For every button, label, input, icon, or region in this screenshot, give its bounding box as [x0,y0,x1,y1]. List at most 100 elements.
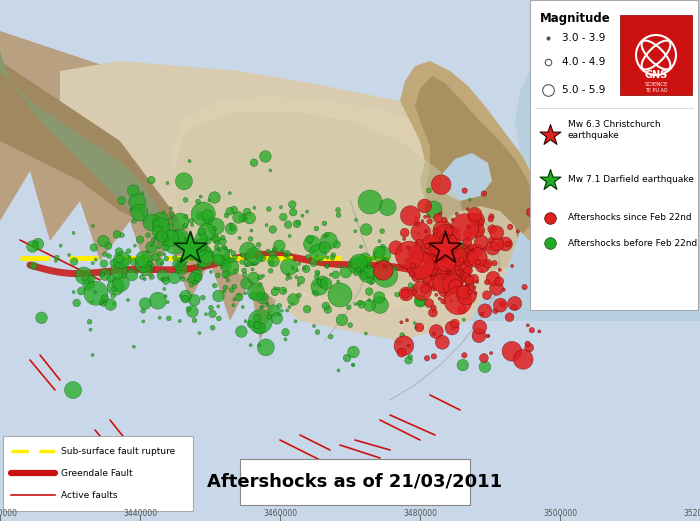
Point [245,235,256,243]
Point [309,288,320,296]
Point [180,196,191,204]
Point [283,270,294,279]
Point [333,366,344,375]
Point [438,243,449,252]
Point [413,246,424,255]
Point [257,254,268,262]
Point [328,251,339,259]
Text: 4.0 - 4.9: 4.0 - 4.9 [562,57,606,67]
Point [441,252,452,260]
Point [358,271,370,280]
Point [201,216,212,225]
Point [78,271,90,280]
Point [452,296,463,305]
Point [430,327,442,336]
Point [447,216,458,224]
Point [463,252,474,260]
Point [98,237,109,245]
Point [470,246,482,255]
Point [490,307,501,315]
Point [302,305,313,314]
Point [162,235,173,243]
Text: 3460000: 3460000 [263,509,297,518]
Point [225,256,237,264]
Point [184,244,195,252]
Point [136,207,147,216]
Point [458,351,470,359]
Point [241,214,252,222]
Point [190,248,202,256]
Point [103,242,114,250]
Point [378,266,389,275]
Point [419,202,430,210]
Point [438,249,449,257]
Point [200,310,211,318]
Point [444,253,455,261]
Point [225,246,237,255]
Point [458,250,470,258]
Point [178,256,190,265]
Point [276,306,288,315]
Point [472,216,483,224]
Point [545,131,556,139]
Point [320,232,331,241]
Point [225,263,236,271]
Point [240,317,251,326]
Point [354,299,365,307]
Point [465,288,476,296]
Point [410,319,421,327]
Point [414,297,426,305]
Point [403,356,414,365]
Point [108,259,119,267]
Polygon shape [0,0,330,341]
Point [453,262,464,270]
Point [138,212,149,220]
Text: Greendale Fault: Greendale Fault [61,468,132,478]
Point [447,264,458,272]
Point [309,322,320,330]
Point [426,240,438,249]
Point [456,255,468,263]
Point [283,220,294,229]
Point [321,262,332,270]
Point [466,243,477,251]
Point [348,361,359,369]
Point [476,228,487,236]
Point [171,265,182,273]
Point [487,244,498,252]
Point [462,281,473,290]
Point [397,263,408,271]
Point [442,244,453,252]
Point [441,245,452,253]
Point [433,265,444,273]
Point [326,270,337,279]
Point [451,252,462,260]
Point [438,257,449,265]
Point [248,274,259,282]
Point [217,233,228,242]
Point [194,243,205,252]
Point [205,268,216,276]
Point [278,213,289,221]
Point [432,244,443,253]
Point [190,262,202,270]
Point [196,260,207,268]
Point [207,309,218,318]
Point [533,327,545,336]
Point [415,249,426,257]
Point [430,227,441,235]
Point [245,341,256,350]
Point [163,314,174,322]
Point [170,228,181,236]
Point [422,202,433,210]
Point [437,231,448,240]
Point [449,236,460,244]
Point [315,256,326,265]
Point [440,247,451,255]
Bar [620,15,692,95]
Point [440,244,451,252]
Point [486,225,498,233]
Point [222,247,233,256]
Point [439,275,450,283]
Point [132,197,143,206]
